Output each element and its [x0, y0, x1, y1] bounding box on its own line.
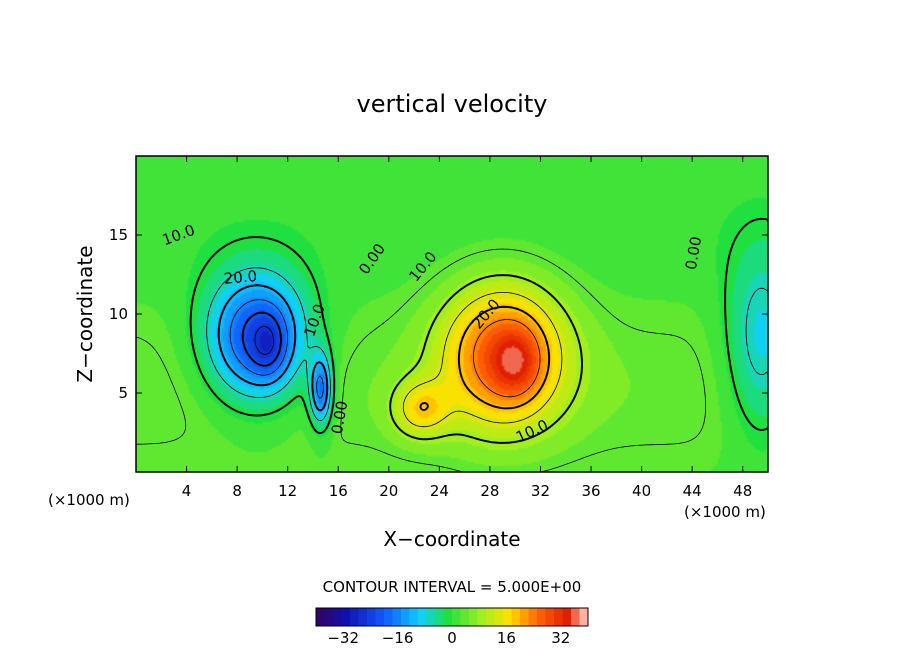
colorbar-bin — [375, 608, 385, 626]
x-tick-label-28: 28 — [480, 482, 499, 500]
colorbar-bin — [511, 608, 521, 626]
x-tick-label-24: 24 — [430, 482, 449, 500]
contour-level-20 — [419, 305, 551, 412]
colorbar-bin — [392, 608, 402, 626]
y-axis-label: Z−coordinate — [73, 245, 97, 382]
colorbar-bin — [579, 608, 589, 626]
contour-lines — [136, 217, 768, 472]
contour-level-15 — [402, 292, 563, 428]
colorbar-bin — [418, 608, 427, 626]
contour-level-10 — [389, 274, 583, 444]
colorbar-tick-label-0: −32 — [327, 629, 359, 647]
x-tick-label-32: 32 — [531, 482, 550, 500]
colorbar-bin — [537, 608, 546, 626]
x-tick-label-8: 8 — [232, 482, 242, 500]
colorbar-bin — [486, 608, 495, 626]
colorbar-bin — [469, 608, 478, 626]
colorbar-bin — [324, 608, 334, 626]
colorbar-bins — [315, 607, 589, 627]
contour-interval-note: CONTOUR INTERVAL = 5.000E+00 — [323, 578, 582, 596]
colorbar-bin — [494, 608, 504, 626]
colorbar-tick-label-1: −16 — [382, 629, 414, 647]
colorbar-bin — [503, 608, 512, 626]
y-tick-label-10: 10 — [109, 305, 128, 323]
x-tick-label-36: 36 — [581, 482, 600, 500]
x-tick-label-44: 44 — [683, 482, 702, 500]
x-tick-label-40: 40 — [632, 482, 651, 500]
colorbar-tick-label-2: 0 — [447, 629, 457, 647]
contour-label-6: 0.00 — [682, 235, 706, 271]
x-tick-label-48: 48 — [733, 482, 752, 500]
contour-level-m20 — [241, 311, 282, 367]
colorbar-tick-label-3: 16 — [497, 629, 516, 647]
x-tick-label-20: 20 — [379, 482, 398, 500]
chart-title: vertical velocity — [357, 90, 548, 118]
colorbar-bin — [341, 608, 351, 626]
x-unit-left: (×1000 m) — [48, 491, 130, 509]
colorbar-bin — [452, 608, 461, 626]
contour-level-5 — [136, 248, 706, 472]
colorbar-bin — [571, 608, 580, 626]
contour-level-m25 — [254, 326, 274, 355]
x-tick-label-4: 4 — [182, 482, 192, 500]
colorbar-bin — [554, 608, 563, 626]
contour-label-1: 20.0 — [223, 267, 258, 288]
colorbar-bin — [520, 608, 529, 626]
colorbar-ticks: −32 −16 0 16 32 — [327, 629, 570, 647]
contour-level-0 — [189, 217, 768, 435]
colorbar-bin — [460, 608, 470, 626]
contour-level-m15 — [229, 299, 324, 399]
x-tick-label-12: 12 — [278, 482, 297, 500]
colorbar-bin — [316, 608, 325, 626]
colorbar-bin — [358, 608, 368, 626]
x-axis-ticks: 4 8 12 16 20 24 28 32 36 40 44 48 — [182, 156, 752, 500]
colorbar-bin — [350, 608, 359, 626]
colorbar-bin — [409, 608, 419, 626]
contour-label-7: 0.00 — [328, 399, 352, 435]
colorbar-bin — [401, 608, 410, 626]
y-tick-label-15: 15 — [109, 226, 128, 244]
colorbar-bin — [384, 608, 393, 626]
colorbar-bin — [435, 608, 444, 626]
x-axis-label: X−coordinate — [383, 527, 520, 551]
contour-level-m5 — [206, 267, 768, 422]
x-unit-right: (×1000 m) — [684, 503, 766, 521]
velocity-field — [136, 156, 768, 472]
colorbar-bin — [367, 608, 376, 626]
colorbar-bin — [562, 608, 572, 626]
colorbar-bin — [545, 608, 555, 626]
colorbar-bin — [443, 608, 453, 626]
colorbar-frame — [315, 607, 589, 627]
colorbar-bin — [477, 608, 487, 626]
colorbar-bin — [333, 608, 342, 626]
colorbar-bin — [426, 608, 436, 626]
colorbar-bin — [528, 608, 538, 626]
contour-level-25 — [473, 319, 541, 398]
contour-level-m10 — [217, 284, 329, 412]
x-tick-label-16: 16 — [329, 482, 348, 500]
y-axis-ticks: 5 10 15 — [109, 226, 768, 402]
colorbar-tick-label-4: 32 — [551, 629, 570, 647]
y-tick-label-5: 5 — [118, 384, 128, 402]
